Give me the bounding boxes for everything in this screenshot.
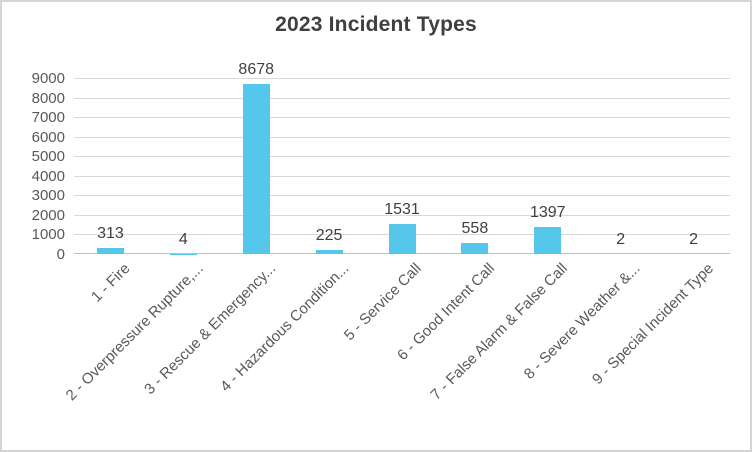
bar[interactable] [242,84,270,254]
bar[interactable] [534,226,562,254]
gridline [74,215,730,216]
bar-data-label: 1397 [529,203,566,221]
y-tick-label: 0 [56,246,65,263]
bar-data-label: 8678 [238,61,275,79]
bar-data-label: 2 [689,230,698,248]
y-tick-label: 3000 [31,187,65,204]
bar[interactable] [315,249,343,254]
y-axis-tick-labels: 0 1000 2000 3000 4000 5000 6000 7000 8000 9000 [2,71,65,262]
x-category-label: 1 - Fire [87,260,134,306]
plot-area: 313 4 8678 225 1531 558 1397 2 2 [74,62,730,254]
x-category-label: 9 - Special Incident Type [588,260,717,388]
bar[interactable] [388,224,416,254]
gridline [74,78,730,79]
x-category-label: 4 - Hazardous Condition... [216,260,353,396]
bar[interactable] [461,243,489,254]
gridline [74,195,730,196]
y-tick-label: 5000 [31,148,65,165]
bar-data-label: 2 [616,230,626,248]
y-tick-label: 6000 [31,129,65,146]
x-category-label: 2 - Overpressure Rupture,... [62,260,207,405]
gridline [74,156,730,157]
x-axis-category-labels: 1 - Fire 2 - Overpressure Rupture,... 3 - … [62,254,730,452]
x-category-label: 7 - False Alarm & False Call [427,260,571,404]
gridline [74,98,730,99]
x-category-label: 3 - Rescue & Emergency... [141,260,280,398]
x-category-label: 5 - Service Call [341,260,426,344]
y-tick-label: 1000 [31,226,65,243]
y-tick-label: 2000 [31,207,65,224]
bar-data-label: 1531 [384,201,420,219]
y-tick-label: 7000 [31,109,65,126]
y-tick-label: 9000 [31,70,65,87]
bar[interactable] [96,247,124,254]
gridline [74,137,730,138]
gridline [74,117,730,118]
gridline [74,176,730,177]
bar-data-label: 225 [315,226,343,244]
bar-data-label: 313 [97,224,124,242]
chart-title: 2023 Incident Types [275,13,477,36]
y-tick-label: 4000 [31,168,65,185]
y-tick-label: 8000 [31,90,65,107]
bar-data-label: 4 [178,230,188,248]
bar-data-label: 558 [461,220,489,238]
